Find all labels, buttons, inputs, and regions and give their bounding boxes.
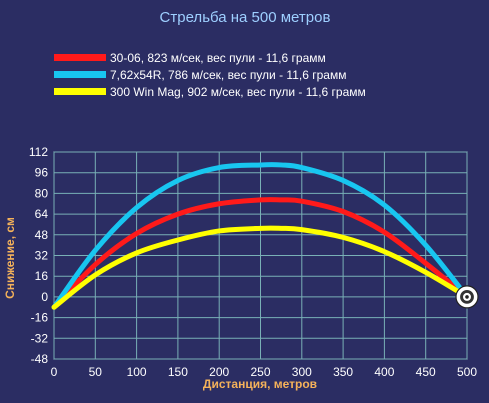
y-tick-label: 32 (35, 249, 49, 263)
y-tick-label: 80 (35, 186, 49, 200)
x-tick-label: 350 (333, 365, 353, 379)
series-layer (51, 162, 470, 310)
x-tick-label: 500 (457, 365, 477, 379)
series-line-0 (51, 197, 470, 310)
x-tick-label: 450 (416, 365, 436, 379)
legend-label: 300 Win Mag, 902 м/сек, вес пули - 11,6 … (110, 85, 366, 99)
legend-label: 30-06, 823 м/сек, вес пули - 11,6 грамм (110, 51, 326, 65)
y-tick-label: 0 (41, 290, 48, 304)
series-line-1 (51, 162, 470, 310)
chart-title: Стрельба на 500 метров (160, 9, 331, 26)
legend-item: 30-06, 823 м/сек, вес пули - 11,6 грамм (54, 51, 326, 65)
y-tick-label: 112 (29, 145, 48, 159)
target-icon (455, 285, 479, 309)
x-tick-label: 50 (89, 365, 103, 379)
series-line-2 (51, 225, 470, 310)
y-tick-label: -48 (31, 352, 49, 366)
y-tick-label: 64 (35, 207, 49, 221)
plot-area (51, 151, 479, 360)
x-tick-label: 250 (250, 365, 270, 379)
target-bullseye (465, 295, 469, 299)
legend-swatch (54, 54, 106, 61)
y-tick-label: -16 (31, 311, 49, 325)
x-tick-label: 400 (374, 365, 394, 379)
y-tick-label: 96 (35, 166, 49, 180)
x-tick-label: 100 (127, 365, 147, 379)
x-tick-label: 300 (292, 365, 312, 379)
y-tick-label: 16 (35, 269, 49, 283)
grid (53, 151, 468, 360)
legend-item: 300 Win Mag, 902 м/сек, вес пули - 11,6 … (54, 85, 366, 99)
x-tick-label: 200 (209, 365, 229, 379)
y-axis-title: Снижение, см (3, 217, 17, 299)
y-tick-label: 48 (35, 228, 49, 242)
legend-label: 7,62x54R, 786 м/сек, вес пули - 11,6 гра… (110, 68, 346, 82)
x-tick-label: 150 (168, 365, 188, 379)
x-axis-title: Дистанция, метров (203, 377, 317, 391)
x-axis-ticks: 0 50 100 150 200 250 300 350 400 450 500 (51, 365, 478, 379)
legend-item: 7,62x54R, 786 м/сек, вес пули - 11,6 гра… (54, 68, 346, 82)
x-tick-label: 0 (51, 365, 58, 379)
legend-swatch (54, 71, 106, 78)
legend: 30-06, 823 м/сек, вес пули - 11,6 грамм 7… (54, 51, 366, 99)
y-axis-ticks: 112 96 80 64 48 32 16 0 -16 -32 -48 (29, 145, 48, 366)
legend-swatch (54, 88, 106, 95)
y-tick-label: -32 (31, 331, 49, 345)
